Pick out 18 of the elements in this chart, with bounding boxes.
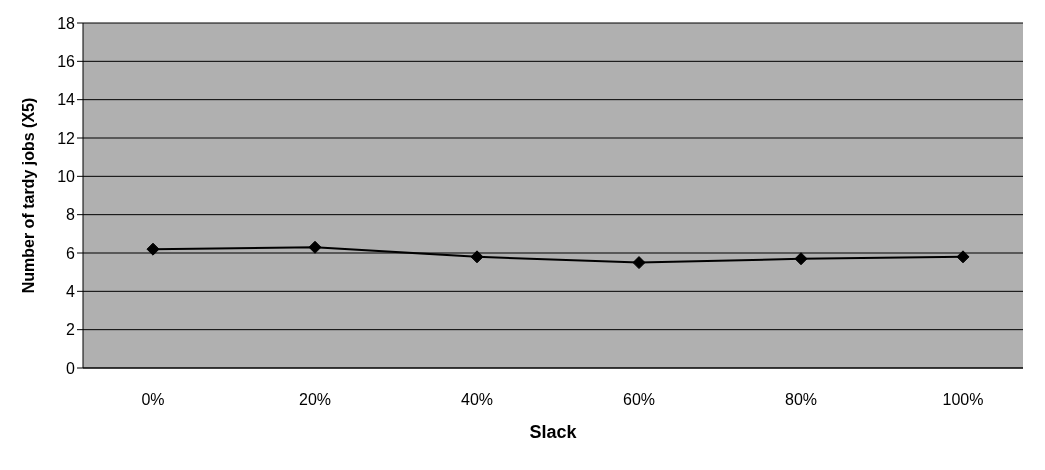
x-tick-label: 100%	[942, 391, 984, 409]
y-tick-label: 6	[66, 244, 76, 262]
y-tick-label: 8	[66, 206, 76, 224]
y-tick-label: 18	[57, 14, 76, 32]
x-tick-label: 80%	[784, 391, 818, 409]
x-tick-label: 0%	[141, 391, 165, 409]
y-tick-label: 12	[57, 129, 76, 147]
x-axis-title: Slack	[529, 422, 578, 442]
y-tick-label: 4	[66, 283, 76, 301]
y-tick-label: 14	[57, 91, 76, 109]
y-tick-label: 10	[57, 168, 76, 186]
x-tick-label: 20%	[298, 391, 332, 409]
y-axis-title: Number of tardy jobs (X5)	[19, 97, 37, 294]
y-tick-label: 0	[66, 359, 76, 377]
y-tick-label: 16	[57, 53, 76, 71]
y-tick-label: 2	[66, 321, 76, 339]
x-tick-label: 60%	[622, 391, 656, 409]
x-tick-label: 40%	[460, 391, 494, 409]
